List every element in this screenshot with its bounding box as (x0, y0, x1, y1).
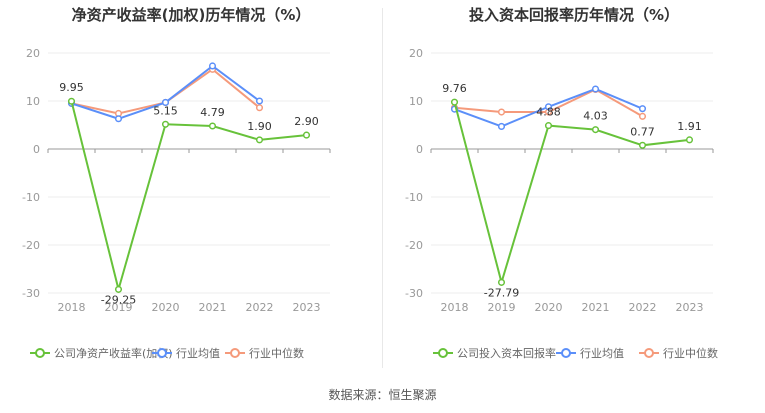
legend-marker-icon (433, 347, 453, 359)
data-label: 9.76 (442, 82, 467, 95)
data-point (255, 104, 264, 112)
data-point (685, 136, 694, 144)
data-label: 4.03 (583, 110, 608, 123)
data-point (638, 112, 647, 120)
legend-label: 行业中位数 (663, 347, 718, 360)
data-point (208, 122, 217, 130)
data-point (302, 131, 311, 139)
x-tick-label: 2022 (246, 301, 274, 314)
y-tick-label: 0 (416, 143, 423, 156)
roe-chart-legend: 公司净资产收益率(加权) 行业均值 行业中位数 (0, 344, 382, 362)
data-label: 1.91 (677, 120, 702, 133)
data-point (450, 98, 459, 106)
legend-label: 行业均值 (176, 347, 220, 360)
legend-item[interactable]: 公司净资产收益率(加权) (30, 344, 173, 362)
legend-item[interactable]: 行业均值 (152, 344, 220, 362)
data-label: -27.79 (484, 286, 519, 299)
data-point (591, 85, 600, 93)
legend-marker-icon (152, 347, 172, 359)
legend-label: 行业中位数 (249, 347, 304, 360)
data-label: 4.88 (536, 106, 561, 119)
legend-label: 公司净资产收益率(加权) (54, 347, 173, 360)
y-tick-label: 10 (409, 95, 423, 108)
legend-marker-icon (30, 347, 50, 359)
data-label: 5.15 (153, 104, 178, 117)
roe-chart-svg: 20 10 0 -10 -20 -30 2018 2019 2020 2021 2022 2023 9.… (22, 47, 331, 314)
chart-title: 净资产收益率(加权)历年情况（%） (71, 6, 311, 24)
y-tick-label: -20 (405, 239, 423, 252)
legend-label: 公司投入资本回报率 (457, 347, 556, 360)
x-tick-label: 2023 (293, 301, 321, 314)
y-tick-label: -30 (405, 287, 423, 300)
y-tick-label: 20 (26, 47, 40, 60)
x-tick-label: 2021 (199, 301, 227, 314)
data-point (497, 108, 506, 116)
legend-label: 行业均值 (580, 347, 624, 360)
x-tick-label: 2019 (488, 301, 516, 314)
legend-item[interactable]: 行业均值 (556, 344, 624, 362)
roic-chart-legend: 公司投入资本回报率 行业均值 行业中位数 (383, 344, 765, 362)
roe-chart-panel: 净资产收益率(加权)历年情况（%） 20 10 0 -10 -20 -30 2018 2019… (0, 0, 382, 380)
y-tick-label: -10 (22, 191, 40, 204)
data-point (544, 122, 553, 130)
data-label: 0.77 (630, 125, 655, 138)
data-point (497, 278, 506, 286)
data-point (208, 62, 217, 70)
series-line (70, 100, 307, 294)
data-point (638, 141, 647, 149)
y-tick-label: 10 (26, 95, 40, 108)
x-tick-label: 2022 (629, 301, 657, 314)
data-point (114, 115, 123, 123)
data-point (161, 120, 170, 128)
x-tick-label: 2020 (535, 301, 563, 314)
y-tick-label: 20 (409, 47, 423, 60)
roic-chart-svg: 20 10 0 -10 -20 -30 2018 2019 2020 2021 2022 2023 9.… (405, 47, 714, 314)
data-source-label: 数据来源：恒生聚源 (328, 388, 437, 402)
legend-marker-icon (556, 347, 576, 359)
series-line (453, 101, 690, 287)
chart-title: 投入资本回报率历年情况（%） (468, 6, 680, 24)
data-label: -29.25 (101, 293, 136, 306)
y-tick-label: 0 (33, 143, 40, 156)
data-label: 4.79 (200, 106, 225, 119)
data-label: 1.90 (247, 120, 272, 133)
x-tick-label: 2018 (58, 301, 86, 314)
legend-marker-icon (225, 347, 245, 359)
legend-item[interactable]: 行业中位数 (639, 344, 718, 362)
x-tick-label: 2018 (441, 301, 469, 314)
data-point (544, 103, 553, 111)
y-tick-label: -30 (22, 287, 40, 300)
legend-item[interactable]: 行业中位数 (225, 344, 304, 362)
data-point (255, 136, 264, 144)
legend-marker-icon (639, 347, 659, 359)
x-tick-label: 2023 (676, 301, 704, 314)
panel-divider (382, 8, 383, 368)
x-tick-label: 2020 (152, 301, 180, 314)
legend-item[interactable]: 公司投入资本回报率 (433, 344, 556, 362)
data-point (114, 285, 123, 293)
data-point (497, 122, 506, 130)
data-point (638, 105, 647, 113)
data-label: 2.90 (294, 115, 319, 128)
x-tick-label: 2021 (582, 301, 610, 314)
roic-chart-panel: 投入资本回报率历年情况（%） 20 10 0 -10 -20 -30 2018 2019 202… (383, 0, 765, 380)
y-tick-label: -10 (405, 191, 423, 204)
data-point (161, 98, 170, 106)
y-tick-label: -20 (22, 239, 40, 252)
data-label: 9.95 (59, 81, 84, 94)
data-point (255, 97, 264, 105)
x-tick-label: 2019 (105, 301, 133, 314)
data-point (591, 126, 600, 134)
data-point (67, 97, 76, 105)
